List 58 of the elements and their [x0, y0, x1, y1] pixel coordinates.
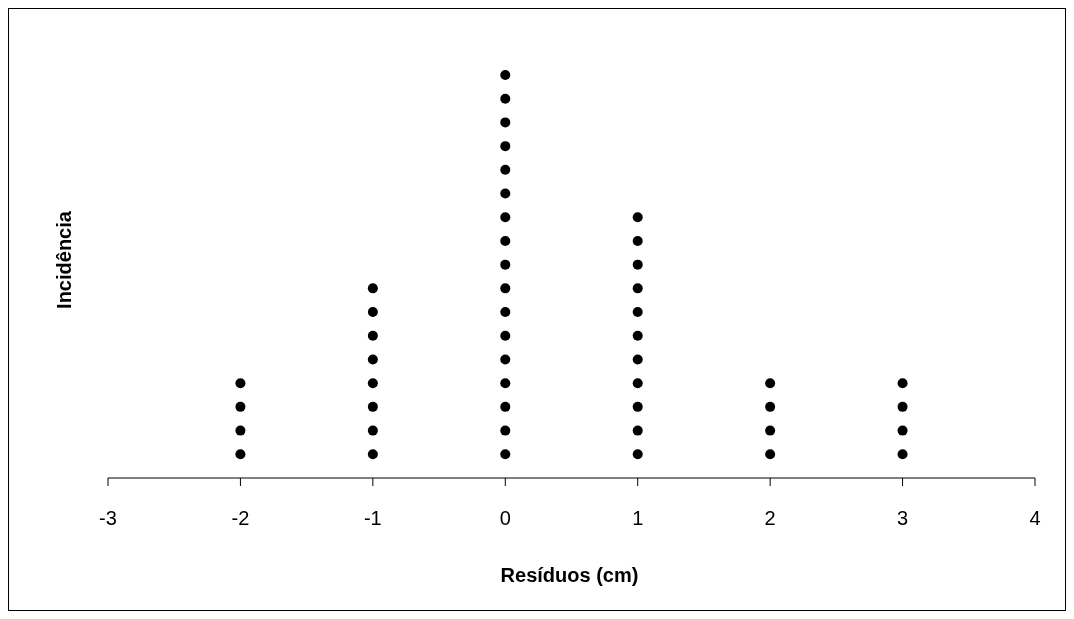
point [500, 378, 511, 389]
point [500, 401, 511, 412]
point [897, 378, 908, 389]
point [500, 188, 511, 199]
point [632, 259, 643, 270]
point [897, 425, 908, 436]
x-tick-label: -3 [99, 507, 117, 529]
x-tick-label: 0 [499, 507, 511, 529]
point [500, 212, 511, 223]
point [500, 259, 511, 270]
point [367, 283, 378, 294]
point [632, 235, 643, 246]
point [765, 425, 776, 436]
point [632, 449, 643, 460]
y-axis-title: Incidência [53, 210, 75, 309]
point [500, 283, 511, 294]
point [367, 307, 378, 318]
point [367, 425, 378, 436]
point [897, 449, 908, 460]
point [632, 330, 643, 341]
point [765, 449, 776, 460]
point [500, 425, 511, 436]
point [500, 235, 511, 246]
point [500, 330, 511, 341]
point [235, 401, 246, 412]
point [235, 378, 246, 389]
x-tick-label: -1 [363, 507, 382, 529]
point [500, 449, 511, 460]
point [367, 449, 378, 460]
point [765, 401, 776, 412]
point [632, 212, 643, 223]
point [632, 425, 643, 436]
point [235, 449, 246, 460]
x-axis-title: Resíduos (cm) [500, 564, 639, 586]
x-tick-label: 3 [897, 507, 909, 529]
point [632, 307, 643, 318]
point [500, 117, 511, 128]
point [367, 401, 378, 412]
point [500, 164, 511, 175]
x-tick-label: -2 [231, 507, 250, 529]
point [367, 330, 378, 341]
point [632, 401, 643, 412]
point [367, 354, 378, 365]
point [632, 283, 643, 294]
x-tick-label: 1 [632, 507, 644, 529]
point [235, 425, 246, 436]
point [500, 307, 511, 318]
point [367, 378, 378, 389]
point [632, 378, 643, 389]
point [897, 401, 908, 412]
x-tick-label: 4 [1029, 507, 1041, 529]
point [500, 354, 511, 365]
point [500, 70, 511, 80]
point [765, 378, 776, 389]
point [632, 354, 643, 365]
point [500, 141, 511, 152]
point [500, 93, 511, 104]
x-tick-label: 2 [764, 507, 776, 529]
